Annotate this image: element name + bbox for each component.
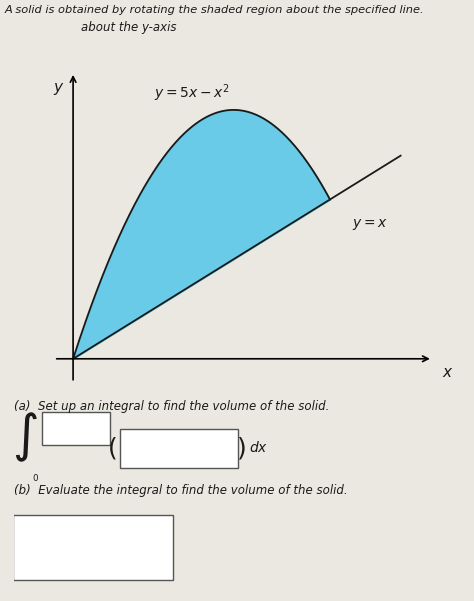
Text: x: x <box>442 365 451 380</box>
Text: $($: $($ <box>107 435 118 461</box>
FancyBboxPatch shape <box>12 515 173 580</box>
Text: $\int$: $\int$ <box>12 410 38 464</box>
Text: (b)  Evaluate the integral to find the volume of the solid.: (b) Evaluate the integral to find the vo… <box>14 484 348 497</box>
Text: (a)  Set up an integral to find the volume of the solid.: (a) Set up an integral to find the volum… <box>14 400 329 413</box>
Text: $_0$: $_0$ <box>32 471 39 484</box>
Text: $y = x$: $y = x$ <box>353 218 388 233</box>
FancyBboxPatch shape <box>120 429 238 468</box>
Text: about the y-axis: about the y-axis <box>81 21 176 34</box>
Text: $dx$: $dx$ <box>249 441 269 455</box>
Text: $y = 5x - x^2$: $y = 5x - x^2$ <box>154 82 230 104</box>
Text: y: y <box>54 80 63 95</box>
Text: $)$: $)$ <box>236 435 246 461</box>
FancyBboxPatch shape <box>42 412 110 445</box>
Text: A solid is obtained by rotating the shaded region about the specified line.: A solid is obtained by rotating the shad… <box>5 5 424 15</box>
